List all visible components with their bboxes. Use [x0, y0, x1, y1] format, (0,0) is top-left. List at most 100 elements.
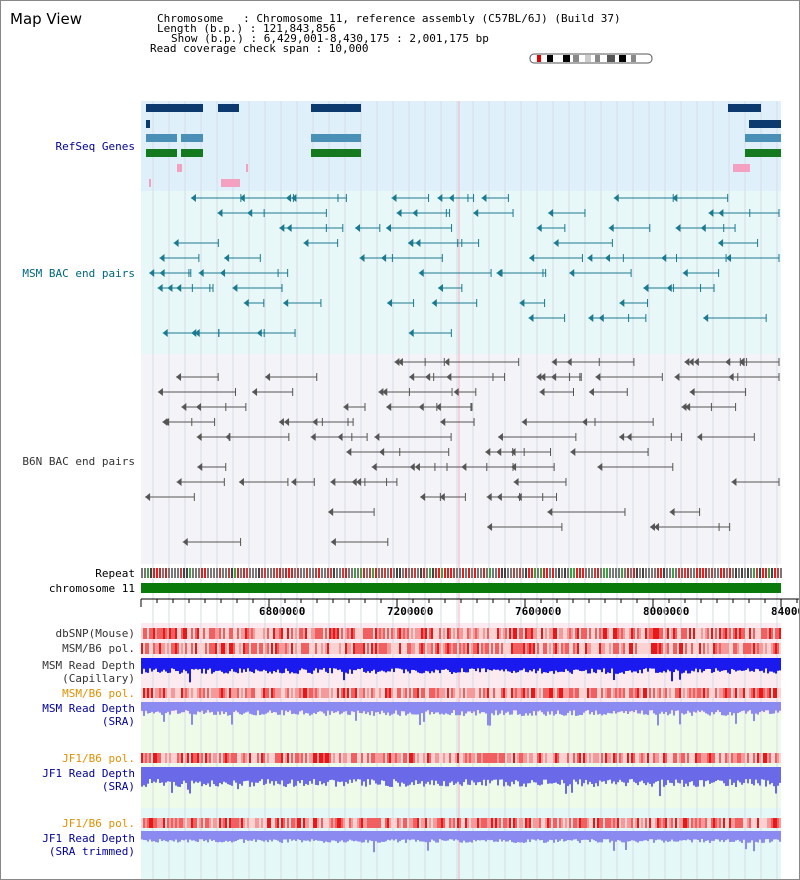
dbsnp-heat-cell [141, 628, 143, 639]
jf1-b6-pol-cell [733, 753, 735, 763]
msm-bac-pair-end [415, 239, 421, 247]
dbsnp-heat-cell [383, 628, 385, 639]
jf1-b6-pol-cell [553, 753, 555, 763]
msm-b6-pol-cell [379, 643, 381, 654]
jf1-depth-sra-bar [271, 767, 273, 782]
msm-depth-capillary-bar [679, 658, 681, 680]
dbsnp-heat-cell [483, 628, 485, 639]
msm-b6-pol-cell [417, 643, 419, 654]
msm-depth-capillary-bar [579, 658, 581, 671]
jf1-b6-pol-cell [149, 753, 151, 763]
msm-depth-sra-bar [693, 702, 695, 712]
msm-b6-pol-cell [607, 643, 609, 654]
jf1-depth-trimmed-bar [189, 831, 191, 840]
jf1-b6-pol-trimmed-cell [731, 818, 733, 828]
jf1-depth-trimmed-bar [369, 831, 371, 841]
jf1-b6-pol-trimmed-cell [401, 818, 403, 828]
msm-b6-pol-sra-cell [193, 688, 195, 698]
jf1-b6-pol-cell [743, 753, 745, 763]
jf1-depth-sra-bar [575, 767, 577, 782]
jf1-b6-pol-trimmed-cell [777, 818, 779, 828]
msm-b6-pol-cell [421, 643, 423, 654]
dbsnp-heat-cell [253, 628, 255, 639]
msm-b6-pol-cell [287, 643, 289, 654]
msm-b6-pol-sra-cell [525, 688, 527, 698]
jf1-b6-pol-cell [527, 753, 529, 763]
msm-depth-capillary-bar [271, 658, 273, 674]
msm-depth-capillary-bar [383, 658, 385, 672]
msm-b6-pol-sra-label: MSM/B6 pol. [62, 687, 135, 700]
msm-depth-capillary-bar [739, 658, 741, 671]
jf1-depth-trimmed-bar [423, 831, 425, 842]
msm-b6-pol-cell [295, 643, 297, 654]
msm-b6-pol-cell [145, 643, 147, 654]
dbsnp-heat-cell [481, 628, 483, 639]
msm-depth-capillary-bar [229, 658, 231, 672]
jf1-b6-pol-trimmed-cell [497, 818, 499, 828]
msm-depth-capillary-bar [337, 658, 339, 671]
jf1-depth-trimmed-bar [747, 831, 749, 843]
jf1-b6-pol-cell [385, 753, 387, 763]
msm-depth-capillary-bar [459, 658, 461, 673]
dbsnp-heat-cell [643, 628, 645, 639]
dbsnp-heat-cell [203, 628, 205, 639]
jf1-depth-trimmed-bar [453, 831, 455, 841]
jf1-b6-pol-cell [237, 753, 239, 763]
jf1-b6-pol-cell [455, 753, 457, 763]
msm-b6-pol-cell [207, 643, 209, 654]
jf1-b6-pol-trimmed-cell [567, 818, 569, 828]
msm-depth-capillary-bar [691, 658, 693, 671]
msm-b6-pol-cell [177, 643, 179, 654]
msm-depth-sra-bar [429, 702, 431, 715]
dbsnp-heat-cell [277, 628, 279, 639]
repeat-element [780, 568, 782, 578]
jf1-depth-sra-bar [551, 767, 553, 784]
jf1-depth-trimmed-bar [753, 831, 755, 852]
jf1-depth-sra-bar [529, 767, 531, 784]
jf1-b6-pol-trimmed-cell [641, 818, 643, 828]
msm-depth-sra-bar [583, 702, 585, 713]
msm-b6-pol-sra-cell [611, 688, 613, 698]
jf1-depth-sra-bar [457, 767, 459, 782]
msm-depth-capillary-bar [507, 658, 509, 672]
msm-depth-sra-bar [457, 702, 459, 716]
jf1-depth-trimmed-bar [719, 831, 721, 842]
jf1-b6-pol-trimmed-cell [587, 818, 589, 828]
jf1-b6-pol-cell [529, 753, 531, 763]
jf1-depth-trimmed-bar [261, 831, 263, 841]
msm-b6-pol-cell [233, 643, 235, 654]
repeat-element [192, 568, 194, 578]
msm-depth-capillary-bar [401, 658, 403, 670]
jf1-b6-pol-cell [633, 753, 635, 763]
jf1-depth-trimmed-bar [495, 831, 497, 842]
dbsnp-heat-cell [371, 628, 373, 639]
jf1-b6-pol-label: JF1/B6 pol. [62, 752, 135, 765]
msm-b6-pol-sra-cell [271, 688, 273, 698]
dbsnp-heat-cell [293, 628, 295, 639]
msm-depth-capillary-bar [377, 658, 379, 672]
jf1-depth-sra-bar [215, 767, 217, 786]
msm-depth-sra-bar [219, 702, 221, 715]
msm-b6-pol-cell [357, 643, 359, 654]
msm-depth-capillary-bar [405, 658, 407, 670]
msm-b6-pol-sra-cell [335, 688, 337, 698]
dbsnp-heat-cell [341, 628, 343, 639]
b6n-bac-pair-end [516, 493, 522, 501]
msm-read-depth-sra-label: MSM Read Depth (SRA) [42, 702, 135, 728]
jf1-depth-sra-bar [673, 767, 675, 786]
msm-depth-capillary-bar [723, 658, 725, 671]
chromosome-ideogram[interactable] [529, 52, 655, 66]
repeat-element [543, 568, 545, 578]
dbsnp-heat-cell [289, 628, 291, 639]
msm-depth-sra-bar [297, 702, 299, 715]
jf1-depth-trimmed-bar [557, 831, 559, 842]
msm-depth-sra-bar [377, 702, 379, 712]
msm-b6-pol-sra-cell [263, 688, 265, 698]
msm-b6-pol-sra-cell [371, 688, 373, 698]
dbsnp-heat-cell [593, 628, 595, 639]
jf1-b6-pol-cell [207, 753, 209, 763]
msm-b6-pol-cell [275, 643, 277, 654]
msm-b6-pol-sra-cell [423, 688, 425, 698]
jf1-depth-trimmed-bar [155, 831, 157, 843]
